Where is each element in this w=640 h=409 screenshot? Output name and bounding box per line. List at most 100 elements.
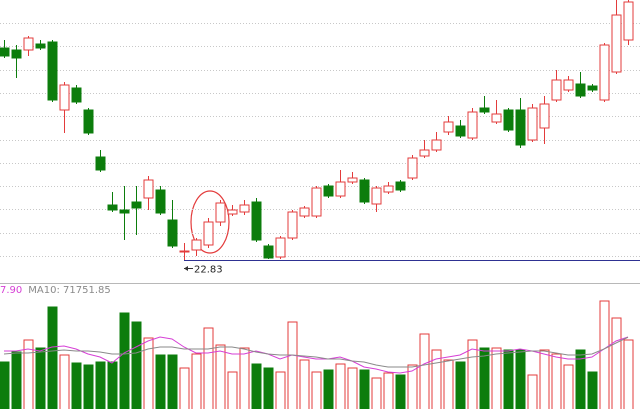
volume-bar <box>611 317 622 409</box>
volume-bar <box>551 353 562 409</box>
candle-body <box>155 189 166 214</box>
volume-bar <box>479 347 490 409</box>
highlight-circle <box>190 190 230 254</box>
volume-bar <box>179 367 190 409</box>
volume-bar <box>323 369 334 409</box>
volume-bar <box>275 371 286 409</box>
candle-body <box>71 87 82 103</box>
candle-body <box>323 185 334 197</box>
volume-bar <box>107 361 118 409</box>
volume-bar <box>167 354 178 409</box>
volume-bar <box>539 349 550 409</box>
candle-body <box>59 84 70 111</box>
candle-body <box>239 204 250 213</box>
candle-body <box>11 49 22 59</box>
ma-label: MA10: 71751.85 <box>28 285 110 296</box>
candle-body <box>83 109 94 134</box>
volume-bar <box>515 349 526 409</box>
volume-bar <box>191 353 202 409</box>
volume-bar <box>575 349 586 409</box>
volume-bar <box>599 300 610 409</box>
volume-bar <box>395 374 406 409</box>
volume-bar <box>23 339 34 409</box>
candle-body <box>419 149 430 157</box>
volume-bar <box>47 306 58 409</box>
candle-body <box>443 121 454 133</box>
volume-bar <box>587 371 598 409</box>
candle-body <box>359 179 370 203</box>
candle-body <box>539 103 550 129</box>
candle-body <box>395 181 406 191</box>
candle-body <box>311 187 322 217</box>
candle-body <box>179 250 190 253</box>
candle-body <box>407 157 418 179</box>
candle-body <box>587 85 598 91</box>
candle-body <box>167 219 178 247</box>
volume-bar <box>131 321 142 409</box>
volume-bar <box>467 339 478 409</box>
candle-body <box>0 47 10 57</box>
ma-line <box>4 336 629 374</box>
candle-body <box>35 43 46 49</box>
candle-body <box>611 14 622 73</box>
candle-body <box>479 107 490 113</box>
volume-bar <box>455 361 466 409</box>
candle-body <box>467 111 478 139</box>
volume-bar <box>95 361 106 409</box>
volume-bar <box>71 362 82 409</box>
candle-body <box>527 107 538 141</box>
candle-body <box>47 41 58 101</box>
candle-body <box>143 179 154 199</box>
volume-bar <box>239 347 250 409</box>
volume-bar <box>359 369 370 409</box>
candle-body <box>287 211 298 239</box>
candle-body <box>131 201 142 209</box>
candle-body <box>563 79 574 91</box>
volume-bar <box>59 354 70 409</box>
volume-bar <box>215 344 226 409</box>
volume-bar <box>143 337 154 409</box>
candle-body <box>599 44 610 101</box>
candle-body <box>215 202 226 223</box>
volume-bar <box>503 349 514 409</box>
volume-bar <box>419 333 430 409</box>
volume-bar <box>287 321 298 409</box>
candle-body <box>299 207 310 217</box>
candle-body <box>119 209 130 214</box>
candle-body <box>263 245 274 259</box>
ma-line <box>3 336 629 368</box>
volume-bar <box>563 364 574 409</box>
candle-body <box>575 83 586 97</box>
candle-body <box>107 204 118 211</box>
volume-bar <box>263 367 274 409</box>
candle-body <box>383 185 394 193</box>
candle-body <box>191 239 202 251</box>
candle-body <box>347 177 358 183</box>
volume-bar <box>371 377 382 409</box>
candle-body <box>251 201 262 241</box>
ma-label: 7.90 <box>0 285 22 296</box>
candle-body <box>623 1 634 41</box>
volume-bar <box>227 371 238 409</box>
low-arrow-head <box>184 266 188 271</box>
candle-body <box>203 221 214 246</box>
volume-bar <box>203 327 214 409</box>
candle-body <box>551 79 562 101</box>
volume-bar <box>83 364 94 409</box>
candle-body <box>515 109 526 146</box>
volume-bar <box>623 339 634 409</box>
volume-bar <box>311 371 322 409</box>
volume-bar <box>407 364 418 409</box>
volume-bar <box>155 354 166 409</box>
candle-body <box>371 187 382 205</box>
volume-bar <box>335 363 346 409</box>
candle-body <box>23 37 34 51</box>
volume-bar <box>443 359 454 409</box>
volume-bar <box>299 359 310 409</box>
low-label: 22.83 <box>194 265 223 276</box>
volume-bar <box>347 367 358 409</box>
candle-body <box>455 125 466 137</box>
volume-bar <box>119 312 130 409</box>
volume-bar <box>251 363 262 409</box>
